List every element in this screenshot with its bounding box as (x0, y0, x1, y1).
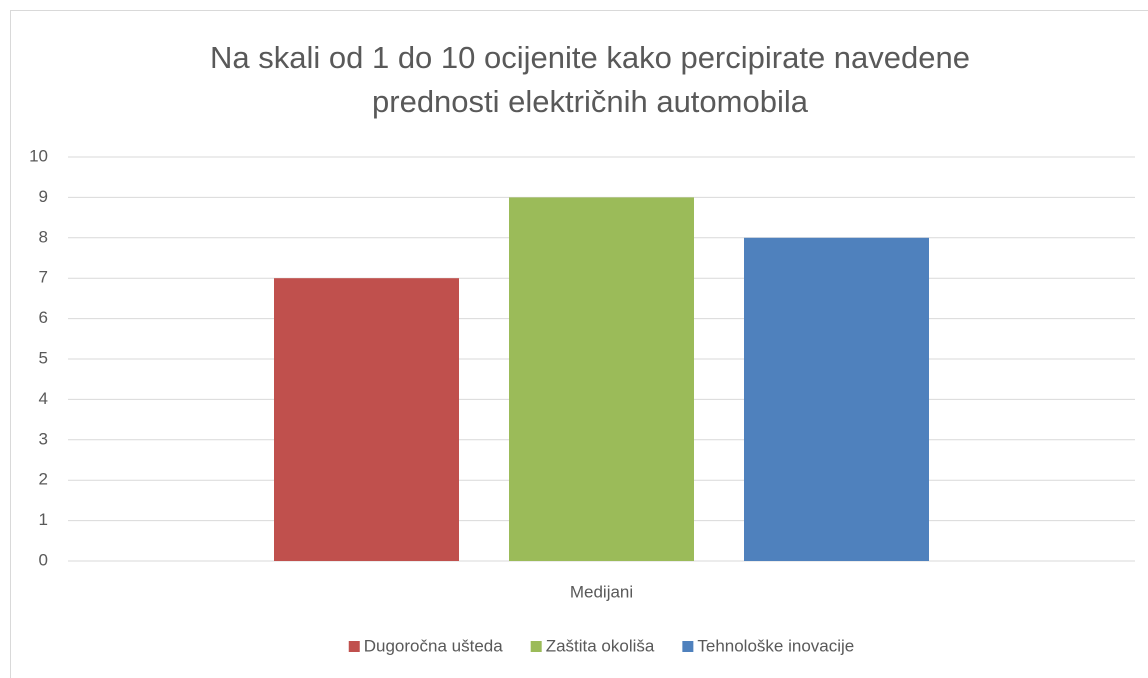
y-tick-label: 9 (39, 187, 48, 206)
chart-title: Na skali od 1 do 10 ocijenite kako perci… (210, 40, 970, 75)
chart-border (10, 10, 1148, 678)
bar (744, 237, 929, 562)
y-tick-label: 6 (39, 308, 48, 327)
legend-label: Zaštita okoliša (546, 636, 655, 655)
chart-title: prednosti električnih automobila (372, 84, 809, 119)
legend-label: Dugoročna ušteda (364, 636, 503, 655)
y-tick-label: 7 (39, 268, 48, 287)
legend-label: Tehnološke inovacije (697, 636, 854, 655)
x-tick-label: Medijani (570, 582, 633, 601)
y-tick-label: 8 (39, 227, 48, 246)
bar (509, 197, 694, 561)
y-tick-label: 5 (39, 348, 48, 367)
y-tick-label: 10 (29, 146, 48, 165)
y-tick-label: 4 (39, 389, 48, 408)
legend-swatch (530, 641, 542, 652)
y-tick-label: 1 (39, 510, 48, 529)
y-tick-label: 2 (39, 470, 48, 489)
legend-swatch (682, 641, 694, 652)
bar (274, 278, 459, 561)
y-tick-label: 0 (39, 550, 48, 569)
y-tick-label: 3 (39, 429, 48, 448)
legend-swatch (348, 641, 360, 652)
